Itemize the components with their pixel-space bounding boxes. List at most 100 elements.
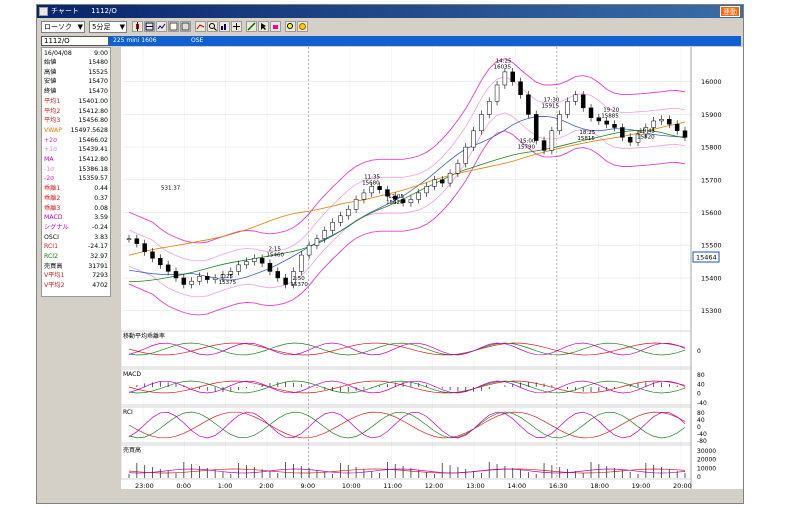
subchart-line — [128, 342, 686, 356]
exchange-name: OSE — [191, 37, 204, 44]
panel-row: VWAP 15497.5628 — [44, 126, 110, 135]
subchart-tick-label: -40 — [697, 431, 707, 438]
panel-row: -1σ 15386.18 — [44, 165, 110, 174]
panel-row-label: MA — [44, 156, 54, 163]
grid-tool-icon[interactable] — [144, 21, 155, 32]
panel-row-label: V平均1 — [44, 272, 65, 280]
bar-tool-icon[interactable] — [219, 21, 230, 32]
eraser-icon[interactable] — [270, 21, 281, 32]
candle-body — [541, 140, 547, 151]
zoom-icon[interactable] — [207, 21, 218, 32]
annotation-value: 15680 — [362, 180, 380, 186]
trend-tool-icon[interactable] — [195, 21, 206, 32]
marker-tool-icon[interactable] — [231, 21, 242, 32]
chart-area[interactable]: 15300 15400 15500 15600 15700 15800 15900 16000… — [120, 47, 743, 490]
panel-row-label: -2σ — [44, 175, 55, 183]
table-tool-icon[interactable] — [168, 21, 179, 32]
subchart-tick-label: -80 — [697, 438, 707, 445]
left-marker-label: 531.37 — [161, 186, 181, 192]
time-tick-label: 14:00 — [507, 482, 526, 489]
subchart-line — [128, 411, 686, 439]
time-tick-label: 13:00 — [466, 482, 485, 489]
panel-row-label: +2σ — [44, 136, 58, 144]
subchart-tick-label: 10000 — [697, 465, 716, 472]
candle-body — [494, 84, 500, 102]
panel-row: 乖離1 0.44 — [44, 184, 110, 193]
annotation-time: 2:15 — [269, 246, 282, 252]
candle-body — [158, 258, 163, 266]
candle-body — [682, 130, 688, 138]
price-chart[interactable]: 15300 15400 15500 15600 15700 15800 15900 16000… — [120, 47, 743, 490]
cursor-icon[interactable] — [258, 21, 269, 32]
price-tick-label: 15500 — [701, 242, 722, 250]
subchart-tick-label: 80 — [697, 410, 705, 417]
panel-row: 売買高 31791 — [44, 262, 110, 271]
panel-row-value: 15480 — [88, 59, 108, 66]
panel-row: 乖離2 0.37 — [44, 194, 110, 203]
moving-average-line — [128, 115, 686, 281]
panel-row-label: MACD — [44, 214, 63, 222]
subchart-line — [128, 342, 686, 356]
price-tick-label: 16000 — [701, 78, 722, 86]
interval-select[interactable]: 5分足 ▼ — [89, 21, 127, 33]
symbol-input[interactable]: 1112/O — [41, 36, 109, 46]
candle-body — [463, 146, 468, 164]
panel-row: 安値 15470 — [44, 77, 110, 86]
candle-body — [393, 195, 398, 200]
candle-body — [353, 199, 359, 210]
candle-body — [322, 230, 328, 239]
panel-row-label: VWAP — [44, 126, 62, 134]
panel-row-value: 3.59 — [94, 214, 108, 222]
panel-row-value: 15470 — [88, 88, 108, 96]
candle-body — [526, 94, 531, 115]
panel-row: 始値 15480 — [44, 58, 110, 67]
subchart-title: RCI — [123, 409, 133, 416]
panel-row-value: 15412.80 — [78, 156, 108, 163]
candle-body — [369, 186, 375, 194]
chevron-down-icon: ▼ — [119, 23, 125, 31]
panel-row-value: 15412.80 — [78, 107, 108, 115]
window-symbol: 1112/O — [91, 7, 117, 15]
panel-row-label: 安値 — [44, 78, 57, 86]
subchart-tick-label: 0 — [697, 424, 701, 431]
panel-row-label: V平均2 — [44, 282, 65, 290]
panel-row-label: シグナル — [44, 223, 69, 231]
chart-tool-icon[interactable] — [156, 21, 167, 32]
settings-icon[interactable] — [297, 21, 308, 32]
annotation-value: 15790 — [518, 144, 536, 150]
subchart-tick-label: 40 — [697, 381, 705, 388]
annotation-value: 16035 — [494, 64, 512, 70]
time-tick-label: 19:00 — [632, 482, 651, 489]
panel-row: -2σ 15359.57 — [44, 174, 110, 183]
panel-row: RCI2 32.97 — [44, 252, 110, 261]
search-icon[interactable] — [285, 21, 296, 32]
panel-row-value: 15470 — [88, 78, 108, 86]
annotation-time: 12:05 — [388, 194, 404, 200]
panel-row-label: RCI1 — [44, 243, 59, 251]
value-panel: 16/04/08 9:00 始値 15480 高値 15525 安値 15470 終値 154… — [41, 47, 111, 297]
chart-type-select[interactable]: ローソク ▼ — [41, 21, 85, 33]
annotation-value: 15820 — [637, 135, 655, 141]
price-tick-label: 15800 — [701, 144, 722, 152]
title-bar[interactable]: チャート 1112/O 連動 — [37, 5, 743, 18]
candle-body — [518, 81, 523, 96]
candle-tool-icon[interactable] — [132, 21, 143, 32]
price-tick-label: 15700 — [701, 176, 722, 184]
annotation-value: 15620 — [386, 200, 404, 206]
panel-row-value: -24.17 — [88, 243, 108, 251]
list-tool-icon[interactable] — [180, 21, 191, 32]
pen-icon[interactable] — [246, 21, 257, 32]
panel-row: +2σ 15466.02 — [44, 136, 110, 145]
subchart-frame — [120, 330, 692, 368]
link-button[interactable]: 連動 — [720, 6, 740, 17]
candle-body — [346, 209, 351, 217]
candle-body — [502, 71, 508, 86]
candle-body — [596, 117, 602, 122]
window-icon — [39, 7, 48, 16]
panel-row-value: 15359.57 — [78, 175, 108, 183]
time-tick-label: 16:30 — [549, 482, 568, 489]
vwap-line — [128, 121, 686, 256]
panel-row-label: 平均2 — [44, 107, 61, 115]
panel-row-value: 31791 — [88, 262, 108, 270]
panel-row-value: 0.08 — [94, 204, 108, 212]
